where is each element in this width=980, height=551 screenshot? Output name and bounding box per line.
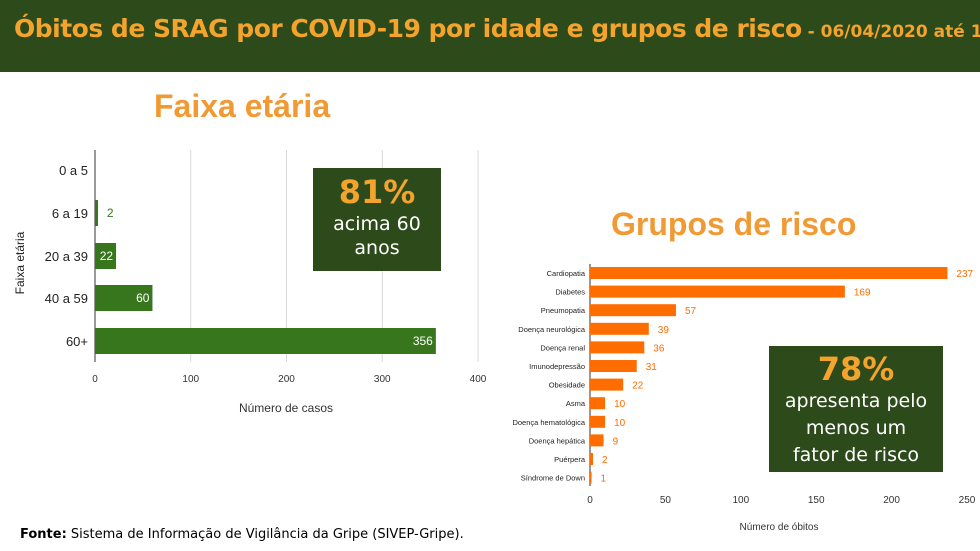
age-x-tick-label: 300 — [374, 374, 391, 385]
age-callout-percent: 81% — [338, 173, 416, 211]
risk-callout-line2: menos um — [805, 417, 907, 439]
age-callout-line2: anos — [354, 237, 400, 259]
risk-category-label: Síndrome de Down — [521, 474, 585, 483]
risk-data-label: 1 — [601, 474, 607, 485]
risk-chart-title: Grupos de risco — [611, 206, 857, 242]
risk-data-label: 169 — [854, 288, 871, 299]
risk-x-tick-label: 0 — [587, 495, 593, 506]
risk-data-label: 22 — [632, 381, 644, 392]
risk-x-tick-label: 250 — [959, 495, 976, 506]
age-data-label: 2 — [107, 206, 114, 220]
risk-data-label: 31 — [646, 362, 658, 373]
risk-category-label: Imunodepressão — [529, 362, 585, 371]
risk-callout-percent: 78% — [817, 350, 895, 388]
risk-x-tick-label: 50 — [660, 495, 672, 506]
age-x-tick-label: 100 — [182, 374, 199, 385]
header-bar: Óbitos de SRAG por COVID-19 por idade e … — [0, 0, 980, 72]
source-text: Sistema de Informação de Vigilância da G… — [66, 527, 464, 542]
risk-data-label: 10 — [614, 399, 626, 410]
risk-category-label: Doença hematológica — [512, 418, 585, 427]
risk-callout-line3: fator de risco — [792, 444, 920, 466]
risk-bar — [590, 267, 948, 279]
age-category-label: 6 a 19 — [52, 206, 88, 221]
risk-x-axis-title: Número de óbitos — [740, 522, 819, 533]
risk-bar — [590, 304, 676, 317]
age-bar — [95, 200, 98, 226]
source-footnote: Fonte: Sistema de Informação de Vigilânc… — [20, 527, 464, 542]
risk-category-label: Doença hepática — [529, 436, 586, 445]
age-data-label: 356 — [413, 334, 433, 348]
risk-callout-line1: apresenta pelo — [784, 390, 928, 412]
risk-category-label: Doença renal — [540, 343, 585, 352]
age-bar — [95, 243, 117, 269]
risk-x-tick-label: 200 — [883, 495, 900, 506]
risk-data-label: 36 — [653, 343, 665, 354]
age-category-label: 60+ — [66, 334, 88, 349]
age-callout: 81% acima 60 anos — [313, 168, 441, 271]
age-x-tick-label: 200 — [278, 374, 295, 385]
age-bar — [95, 285, 153, 311]
risk-callout: 78% apresenta pelo menos um fator de ris… — [769, 346, 943, 472]
risk-category-label: Pneumopatia — [541, 306, 586, 315]
risk-bar — [590, 322, 649, 335]
age-chart-title: Faixa etária — [154, 88, 331, 124]
risk-bar — [590, 397, 606, 410]
header-text: Óbitos de SRAG por COVID-19 por idade e … — [14, 14, 980, 43]
page-date: - 06/04/2020 até 14h — [807, 22, 980, 42]
page-title: Óbitos de SRAG por COVID-19 por idade e … — [14, 14, 802, 43]
risk-bar — [590, 285, 845, 298]
age-category-label: 20 a 39 — [45, 249, 88, 264]
risk-bar — [590, 360, 637, 372]
risk-x-tick-label: 150 — [808, 495, 825, 506]
source-label: Fonte: — [20, 527, 67, 542]
age-category-label: 40 a 59 — [45, 291, 88, 306]
age-x-axis-title: Número de casos — [239, 401, 333, 415]
age-y-axis-title: Faixa etária — [13, 231, 27, 294]
risk-category-label: Asma — [566, 399, 586, 408]
age-category-label: 0 a 5 — [59, 163, 88, 178]
risk-data-label: 39 — [658, 325, 670, 336]
risk-bar — [590, 415, 606, 428]
age-data-label: 60 — [136, 291, 150, 305]
age-bar — [95, 328, 436, 354]
risk-data-label: 237 — [956, 269, 973, 280]
risk-category-label: Diabetes — [555, 288, 585, 297]
age-x-tick-label: 400 — [470, 374, 487, 385]
risk-bar — [590, 378, 624, 391]
risk-bar — [590, 341, 645, 354]
risk-data-label: 9 — [613, 436, 619, 447]
age-x-tick-label: 0 — [92, 374, 98, 385]
risk-x-tick-label: 100 — [732, 495, 749, 506]
risk-data-label: 10 — [614, 418, 626, 429]
age-data-label: 22 — [100, 249, 114, 263]
risk-bar — [590, 434, 604, 447]
risk-category-label: Puérpera — [554, 455, 586, 464]
risk-data-label: 2 — [602, 455, 608, 466]
risk-bar — [590, 453, 594, 465]
age-callout-line1: acima 60 — [333, 213, 421, 235]
risk-category-label: Cardiopatia — [547, 269, 586, 278]
risk-bar — [590, 471, 592, 484]
risk-data-label: 57 — [685, 306, 697, 317]
risk-category-label: Doença neurológica — [518, 325, 586, 334]
risk-category-label: Obesidade — [549, 381, 585, 390]
